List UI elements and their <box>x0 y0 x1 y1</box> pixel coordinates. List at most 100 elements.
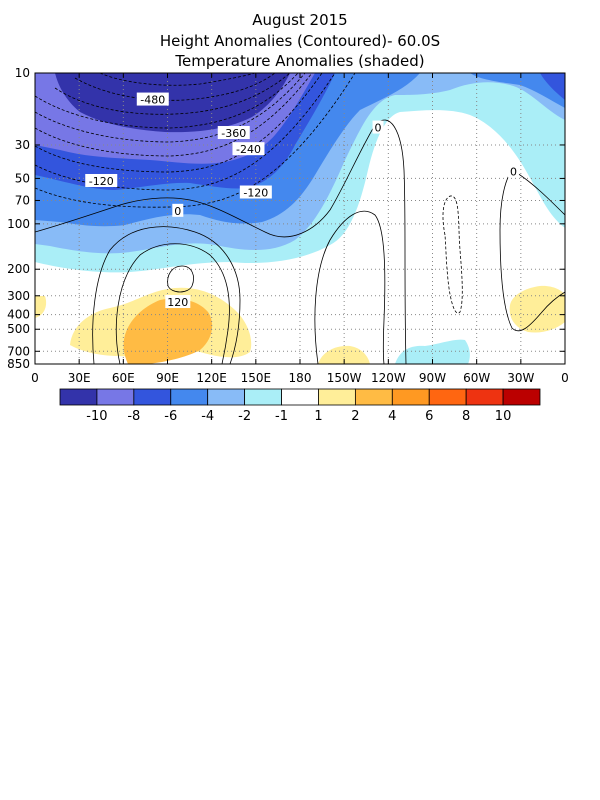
x-tick-label: 150W <box>327 371 362 385</box>
contour-zero-dome <box>92 226 241 364</box>
contour-label: 0 <box>174 205 181 218</box>
shade-patch-minus4-east <box>470 73 565 108</box>
contour-zero-east <box>499 169 565 332</box>
colorbar-tick-label: -10 <box>86 409 107 424</box>
x-tick-label: 0 <box>31 371 39 385</box>
colorbar-bin <box>96 388 135 406</box>
contour-zero-main <box>35 119 407 364</box>
colorbar-bin <box>133 388 172 406</box>
colorbar-tick-label: -6 <box>164 409 177 424</box>
y-tick-label: 30 <box>15 138 30 152</box>
x-tick-label: 30E <box>68 371 91 385</box>
y-tick-label: 100 <box>7 217 30 231</box>
contour-label-bg <box>85 173 118 187</box>
contour-labels: -480 -360 -240 -120 -120 0 0 0 120 <box>85 92 519 309</box>
contour-minus-300 <box>35 73 306 143</box>
y-tick-label: 850 <box>7 357 30 371</box>
y-tick-label: 300 <box>7 289 30 303</box>
contour-label-bg <box>239 185 272 199</box>
x-tick-label: 90E <box>156 371 179 385</box>
colorbar-bin <box>465 388 504 406</box>
contour-minus-420 <box>54 73 291 115</box>
shade-patch-plus1-edge <box>35 296 47 318</box>
x-tick-label: 0 <box>561 371 569 385</box>
contour-label-bg <box>217 126 250 140</box>
contour-label: 120 <box>167 296 188 309</box>
chart-subtitle-shading: Temperature Anomalies (shaded) <box>175 52 425 70</box>
contour-label-bg <box>172 203 184 217</box>
colorbar-tick-label: 1 <box>314 409 322 424</box>
chart-title: August 2015 <box>252 11 348 29</box>
y-tick-label: 10 <box>15 66 30 80</box>
colorbar-tick-label: 10 <box>495 409 512 424</box>
contour-minus-240 <box>35 73 313 157</box>
contour-label: -240 <box>236 143 261 156</box>
temperature-shading <box>35 73 565 364</box>
colorbar-bin <box>354 388 393 406</box>
x-tick-label: 90W <box>419 371 446 385</box>
colorbar-bin <box>502 388 541 406</box>
grid <box>35 73 565 364</box>
colorbar-bin <box>244 388 282 406</box>
shade-patch-minus6-east <box>540 73 565 100</box>
colorbar-bin <box>170 388 209 406</box>
colorbar-tick-label: -4 <box>201 409 214 424</box>
x-tick-label: 150E <box>241 371 272 385</box>
y-tick-label: 500 <box>7 322 30 336</box>
x-tick-label: 60W <box>463 371 490 385</box>
contour-label-bg <box>232 142 265 156</box>
y-tick-label: 700 <box>7 344 30 358</box>
contour-minus-120 <box>35 73 336 191</box>
x-tick-labels: 0 30E 60E 90E 120E 150E 180 150W 120W 90W 60W 30W 0 <box>31 371 569 385</box>
shade-patch-minus1-lower <box>395 339 470 364</box>
colorbar-bin <box>207 388 246 406</box>
contour-minus-480 <box>74 73 276 101</box>
colorbar-tick-label: 2 <box>351 409 359 424</box>
contour-minus-60-east <box>442 195 463 314</box>
contour-label: -360 <box>221 127 246 140</box>
contour-label-bg <box>372 120 384 134</box>
contour-minus-360 <box>35 73 299 129</box>
y-tick-label: 200 <box>7 262 30 276</box>
contour-zero-mid <box>314 210 386 364</box>
shade-patch-plus2 <box>123 298 213 364</box>
colorbar-tick-label: -2 <box>238 409 251 424</box>
shade-patch-plus1-east <box>509 285 565 333</box>
contour-label: 0 <box>510 166 517 179</box>
contour-zero-dome-inner <box>115 243 230 364</box>
y-tick-label: 70 <box>15 193 30 207</box>
colorbar-bin <box>391 388 430 406</box>
contour-120-loop <box>167 265 194 293</box>
colorbar-bin <box>428 388 467 406</box>
colorbar-tick-label: 6 <box>425 409 433 424</box>
colorbar-bin <box>59 388 98 406</box>
contour-label: -480 <box>140 94 165 107</box>
y-tick-label: 400 <box>7 308 30 322</box>
x-tick-label: 180 <box>289 371 312 385</box>
axis-ticks <box>34 72 566 365</box>
x-tick-label: 60E <box>112 371 135 385</box>
colorbar-tick-label: -1 <box>275 409 288 424</box>
colorbar-tick-label: -8 <box>127 409 140 424</box>
contour-label: 0 <box>375 122 382 135</box>
contour-label: -120 <box>243 187 268 200</box>
colorbar-bin <box>318 388 356 406</box>
y-tick-label: 50 <box>15 171 30 185</box>
contour-minus-540 <box>99 73 256 86</box>
colorbar <box>59 388 541 406</box>
shade-patch-plus1-south <box>318 345 370 364</box>
colorbar-tick-label: 4 <box>388 409 396 424</box>
x-tick-label: 30W <box>507 371 534 385</box>
x-tick-label: 120E <box>196 371 227 385</box>
colorbar-bin <box>281 388 319 406</box>
contour-label: -120 <box>89 175 114 188</box>
contour-label-bg <box>165 295 191 309</box>
plot-area: -480 -360 -240 -120 -120 0 0 0 120 0 30E 60E 90E 120… <box>7 66 569 385</box>
contour-label-bg <box>507 164 519 178</box>
contour-label-bg <box>136 92 169 106</box>
colorbar-tick-label: 8 <box>462 409 470 424</box>
x-tick-label: 120W <box>371 371 406 385</box>
chart-subtitle-contours: Height Anomalies (Contoured)- 60.0S <box>159 32 441 50</box>
